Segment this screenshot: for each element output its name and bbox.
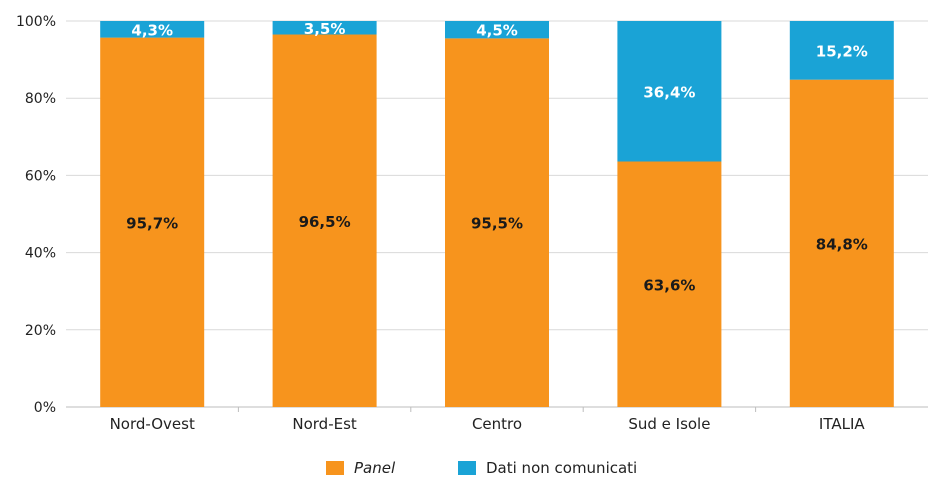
legend-label-dati-non-comunicati: Dati non comunicati — [486, 459, 638, 477]
bar-panel — [789, 79, 894, 407]
y-tick-label: 40% — [25, 246, 56, 262]
bar-panel — [445, 38, 549, 408]
bar-dati-non-comunicati — [100, 21, 205, 38]
x-tick-label: Centro — [472, 415, 522, 433]
bar-dati-non-comunicati — [789, 21, 894, 80]
data-label-panel: 84,8% — [816, 235, 868, 253]
data-label-panel: 96,5% — [299, 213, 351, 231]
data-label-dati-non-comunicati: 4,3% — [131, 21, 173, 39]
data-label-dati-non-comunicati: 36,4% — [643, 83, 695, 101]
stacked-bar-chart: 0% 20% 40% 60% 80% 100% 95,7% 4,3% Nord-Ovest 96,… — [16, 14, 928, 433]
y-tick-label: 20% — [25, 323, 56, 339]
bar-dati-non-comunicati — [272, 21, 377, 35]
y-tick-label: 60% — [25, 168, 56, 184]
bar-panel — [272, 34, 377, 407]
legend-item-panel: Panel — [326, 458, 395, 478]
data-label-dati-non-comunicati: 3,5% — [304, 20, 346, 38]
data-label-panel: 95,5% — [471, 215, 523, 233]
bar-dati-non-comunicati — [617, 21, 722, 162]
data-label-panel: 63,6% — [643, 276, 695, 294]
x-tick-label: ITALIA — [819, 415, 865, 433]
legend-swatch-dati-non-comunicati — [458, 461, 476, 475]
legend-label-panel: Panel — [354, 459, 396, 477]
data-label-panel: 95,7% — [126, 214, 178, 232]
x-tick-label: Sud e Isole — [628, 415, 710, 433]
bar-panel — [617, 161, 722, 407]
y-tick-label: 80% — [25, 91, 56, 107]
legend-swatch-panel — [326, 461, 344, 475]
x-tick-label: Nord-Ovest — [110, 415, 195, 433]
data-label-dati-non-comunicati: 15,2% — [816, 42, 868, 60]
y-tick-label: 0% — [34, 400, 56, 416]
data-label-dati-non-comunicati: 4,5% — [476, 22, 518, 40]
bar-dati-non-comunicati — [445, 21, 549, 39]
bar-panel — [100, 37, 205, 408]
legend-item-dati-non-comunicati: Dati non comunicati — [458, 458, 637, 478]
legend: Panel Dati non comunicati — [0, 458, 939, 480]
x-tick-label: Nord-Est — [292, 415, 357, 433]
y-tick-label: 100% — [16, 14, 56, 30]
